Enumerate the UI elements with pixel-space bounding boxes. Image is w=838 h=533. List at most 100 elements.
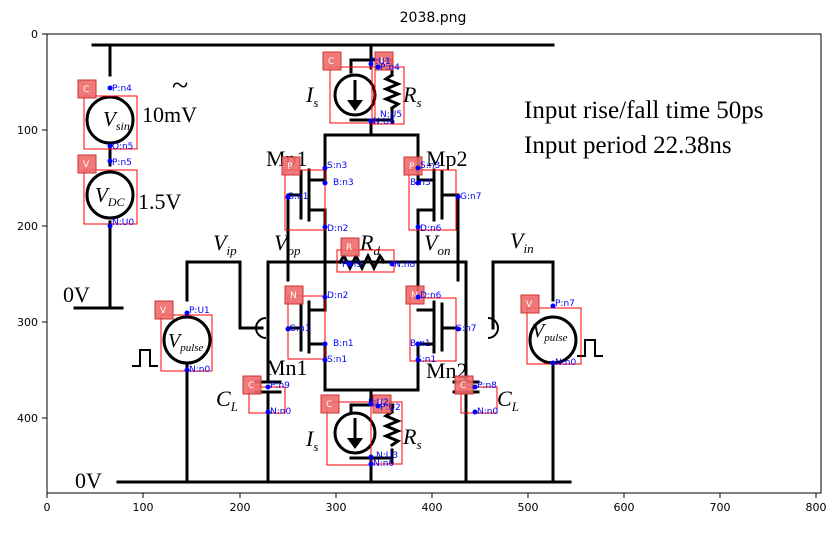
rs-top-label: Rs (402, 82, 422, 110)
zero-volt-bottom-label: 0V (75, 468, 102, 493)
badge-mp2: P (409, 162, 415, 172)
y-tick-label: 100 (17, 124, 38, 137)
pin-label: N:n0 (270, 407, 291, 417)
pin-label: P:n4 (112, 84, 132, 94)
current-source-bottom (333, 411, 377, 455)
vdc-source-circle (85, 170, 135, 220)
pin-label: G:n1 (289, 324, 310, 334)
pin-label: N:U3 (376, 451, 398, 461)
pin-label: N:n0 (189, 365, 210, 375)
badge-mn1: N (290, 291, 297, 301)
badge-cs-top: C (328, 57, 334, 67)
x-tick-label: 200 (230, 501, 251, 514)
component-badges: C V C R P P R N N V V C C C R (77, 51, 540, 414)
pin-label: P:n7 (555, 299, 575, 309)
pin-labels: P:n4 O:n5 P:n5 N:U0 P:U1 P:n4 N:U5 N:U6 … (112, 57, 576, 469)
pin-label: P:U2 (380, 403, 401, 413)
x-axis: 0 100 200 300 400 500 600 700 800 (44, 493, 827, 514)
is-bottom-label: Is (305, 426, 318, 454)
vop-label: Vop (274, 230, 301, 258)
cl-left-label: CL (216, 386, 238, 414)
badge-mp1: P (287, 162, 293, 172)
current-source-top (333, 73, 377, 117)
badge-mn2: N (411, 291, 418, 301)
vpulse-right-symbol: Vpulse (532, 320, 568, 344)
pin-label: P:n9 (342, 260, 362, 270)
rd-resistor-zigzag (337, 252, 387, 272)
x-tick-label: 100 (133, 501, 154, 514)
vsin-symbol: Vsin (103, 107, 130, 133)
pin-label: G:n7 (455, 324, 476, 334)
pin-label: N:n0 (477, 407, 498, 417)
pin-label: D:n6 (420, 224, 442, 234)
mp2-label: Mp2 (426, 146, 468, 171)
pin-label: B:n3 (410, 178, 431, 188)
badge-rs-top: R (380, 57, 386, 67)
vpulse-left-circle (162, 315, 212, 365)
x-tick-label: 700 (710, 501, 731, 514)
x-tick-label: 800 (806, 501, 827, 514)
badge-vdc: V (83, 160, 90, 170)
pin-label: P:U1 (370, 57, 391, 67)
pin-label: G:n7 (460, 192, 481, 202)
badge-rs-bottom: R (378, 400, 384, 410)
badge-cs-bottom: C (326, 400, 332, 410)
pin-label: S:n1 (327, 355, 347, 365)
pin-label: P:n9 (270, 381, 290, 391)
x-tick-label: 0 (44, 501, 51, 514)
pulse-waveform-left-icon (132, 349, 158, 367)
cl-right-label: CL (497, 386, 519, 414)
note-rise-fall: Input rise/fall time 50ps (524, 97, 764, 124)
badge-rd: R (346, 243, 352, 253)
y-tick-label: 0 (31, 28, 38, 41)
vpulse-left-symbol: Vpulse (168, 330, 204, 354)
badge-cl-left: C (248, 381, 254, 391)
y-tick-label: 200 (17, 220, 38, 233)
pin-label: P:n8 (477, 381, 497, 391)
y-tick-label: 300 (17, 316, 38, 329)
pin-label: D:n6 (420, 291, 442, 301)
crossover-arc-right (487, 317, 499, 339)
badge-vpulse-left: V (160, 306, 167, 316)
pin-label: P:n5 (112, 158, 132, 168)
zero-volt-top-label: 0V (63, 282, 90, 307)
pin-label: G:n1 (287, 192, 308, 202)
x-tick-label: 500 (518, 501, 539, 514)
pin-label: N:n0 (373, 459, 394, 469)
pin-label: N:n8 (394, 260, 415, 270)
badge-vsin: C (83, 85, 89, 95)
vsin-source-circle (85, 95, 135, 145)
pin-label: P:U2 (368, 398, 389, 408)
pin-label: N:U0 (112, 218, 134, 228)
pin-label: S:n3 (327, 161, 347, 171)
is-top-label: Is (305, 82, 318, 110)
crossover-arc-left (255, 317, 267, 339)
pin-label: P:U1 (189, 306, 210, 316)
pin-label: B:n1 (410, 339, 431, 349)
pin-dots (107, 61, 556, 467)
note-period: Input period 22.38ns (524, 132, 732, 159)
pin-label: S:n3 (420, 161, 440, 171)
rs-bottom-label: Rs (402, 424, 422, 452)
badge-cl-right: C (460, 381, 466, 391)
x-tick-label: 300 (326, 501, 347, 514)
pin-label: N:U6 (373, 117, 395, 127)
badge-vpulse-right: V (526, 300, 533, 310)
y-tick-label: 400 (17, 412, 38, 425)
x-tick-label: 600 (614, 501, 635, 514)
vdc-value: 1.5V (138, 189, 182, 214)
rs-top-zigzag (382, 72, 402, 111)
pin-label: B:n1 (333, 339, 354, 349)
vip-label: Vip (213, 230, 237, 258)
vdc-symbol: VDC (95, 183, 125, 209)
vsin-value: 10mV (142, 102, 197, 127)
pulse-waveform-right-icon (577, 339, 603, 357)
pin-label: D:n2 (327, 224, 348, 234)
von-label: Von (424, 230, 450, 258)
pin-label: N:U5 (380, 110, 402, 120)
pin-label: P:n4 (380, 63, 400, 73)
tilde-symbol: ~ (172, 69, 188, 102)
figure-title: 2038.png (400, 10, 467, 26)
pin-label: D:n2 (327, 291, 348, 301)
